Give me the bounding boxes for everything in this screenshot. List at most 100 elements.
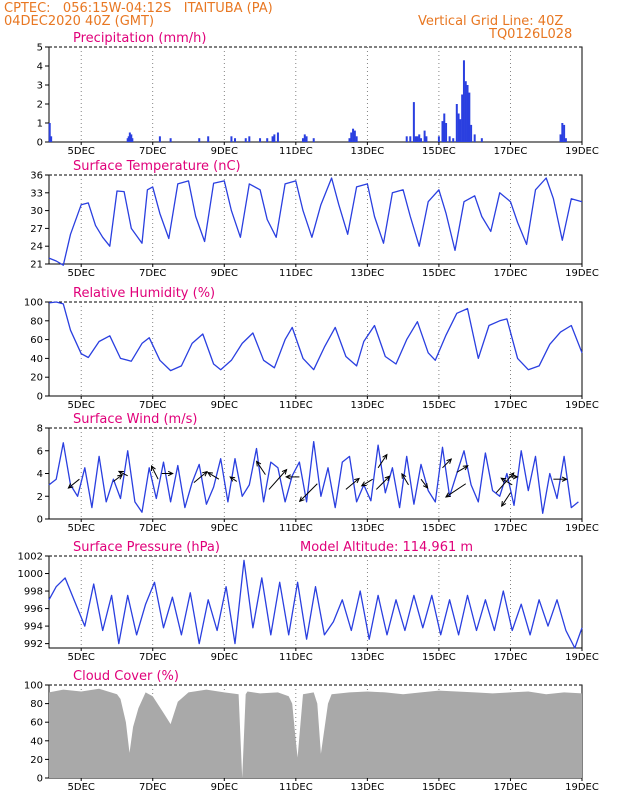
header-location: CPTEC: 056:15W-04:12S ITAITUBA (PA) (4, 1, 273, 16)
pressure-xtick-label: 5DEC (68, 652, 95, 663)
precip-bar (437, 136, 440, 142)
humidity-xtick-label: 15DEC (422, 400, 456, 411)
wind-arrow (445, 483, 467, 498)
cloud-title: Cloud Cover (%) (73, 669, 179, 684)
pressure-ytick-label: 992 (24, 639, 43, 650)
humidity-ytick-label: 80 (30, 316, 43, 327)
precip-bar (414, 136, 417, 142)
wind-xtick-label: 17DEC (494, 523, 528, 534)
precip-bar (126, 138, 129, 142)
precip-bar (276, 132, 279, 142)
precip-bar (420, 138, 423, 142)
wind-arrow-head (206, 471, 213, 478)
precipitation-ytick-label: 2 (37, 100, 43, 111)
precipitation-xtick-label: 9DEC (211, 146, 238, 157)
temperature-xtick-label: 19DEC (565, 268, 599, 279)
temperature-ytick-label: 27 (30, 224, 43, 235)
pressure-xtick-label: 11DEC (279, 652, 313, 663)
precip-bar (561, 123, 564, 142)
cloud-ytick-label: 60 (30, 718, 43, 729)
precip-bar (559, 134, 562, 142)
wind-arrow-head (298, 496, 305, 503)
precip-bar (423, 130, 426, 142)
precip-bar (128, 132, 131, 142)
wind-arrow (193, 471, 208, 483)
humidity-ytick-label: 0 (37, 392, 43, 403)
precip-bar (248, 136, 251, 142)
precip-bar (127, 136, 130, 142)
precip-bar (464, 81, 467, 142)
temperature-xtick-label: 13DEC (351, 268, 385, 279)
humidity-ytick-label: 40 (30, 354, 43, 365)
wind-arrow (501, 492, 511, 507)
pressure-title: Surface Pressure (hPa) (73, 540, 220, 555)
wind-arrow-head (67, 483, 74, 489)
wind-arrow (377, 454, 388, 469)
precip-bar (259, 138, 262, 142)
precip-bar (131, 138, 134, 142)
wind-arrow (420, 478, 429, 489)
precip-bar (466, 85, 469, 142)
wind-arrow-head (150, 464, 156, 471)
precip-bar (198, 138, 201, 142)
wind-arrow-head (446, 458, 453, 464)
temperature-xtick-label: 9DEC (211, 268, 238, 279)
humidity-xtick-label: 7DEC (139, 400, 166, 411)
wind-arrow-head (500, 477, 507, 483)
precip-bar (350, 132, 353, 142)
wind-arrow (361, 478, 373, 487)
cloud-xtick-label: 15DEC (422, 782, 456, 793)
wind-arrow-head (202, 470, 208, 477)
precipitation-title: Precipitation (mm/h) (73, 31, 206, 46)
precip-bar (301, 138, 304, 142)
cloud-ytick-label: 100 (24, 681, 43, 692)
cloud-ytick-label: 40 (30, 736, 43, 747)
wind-ytick-label: 8 (37, 424, 43, 435)
wind-xtick-label: 7DEC (139, 523, 166, 534)
precipitation-frame (48, 46, 583, 143)
cloud-ytick-label: 20 (30, 755, 43, 766)
wind-arrow-head (508, 472, 515, 478)
precip-bar (409, 136, 412, 142)
cloud-xtick-label: 5DEC (68, 782, 95, 793)
wind-xtick-label: 15DEC (422, 523, 456, 534)
wind-arrow-head (360, 481, 367, 487)
cloud-xtick-label: 17DEC (494, 782, 528, 793)
pressure-xtick-label: 19DEC (565, 652, 599, 663)
precip-bar (480, 138, 483, 142)
precip-bar (207, 136, 210, 142)
humidity-frame (48, 301, 583, 397)
wind-xtick-label: 13DEC (351, 523, 385, 534)
temperature-xtick-label: 15DEC (422, 268, 456, 279)
pressure-ytick-label: 994 (24, 622, 43, 633)
wind-arrow-head (512, 474, 519, 480)
header-model-code: TQ0126L028 (489, 27, 573, 42)
wind-arrow (299, 483, 318, 502)
precip-bar (244, 138, 247, 142)
precipitation-xtick-label: 19DEC (565, 146, 599, 157)
precip-bar (130, 134, 133, 142)
wind-arrow-head (401, 472, 407, 479)
wind-ytick-label: 2 (37, 492, 43, 503)
precip-bar (470, 124, 473, 142)
humidity-title: Relative Humidity (%) (73, 286, 215, 301)
wind-arrow (207, 472, 220, 480)
pressure-xtick-label: 17DEC (494, 652, 528, 663)
precip-bar (271, 136, 274, 142)
wind-arrow (151, 465, 159, 480)
humidity-line (48, 301, 583, 372)
cloud-xtick-label: 19DEC (565, 782, 599, 793)
precipitation-xtick-label: 5DEC (68, 146, 95, 157)
precip-bar (230, 136, 233, 142)
cloud-xtick-label: 13DEC (351, 782, 385, 793)
precip-bar (455, 104, 458, 142)
pressure-ytick-label: 998 (24, 587, 43, 598)
precip-bar (457, 113, 460, 142)
wind-arrow-head (167, 470, 174, 477)
temperature-xtick-label: 17DEC (494, 268, 528, 279)
humidity-xtick-label: 5DEC (68, 400, 95, 411)
precip-bar (459, 119, 462, 142)
precipitation-xtick-label: 15DEC (422, 146, 456, 157)
humidity-ytick-label: 20 (30, 373, 43, 384)
precip-bar (353, 130, 356, 142)
